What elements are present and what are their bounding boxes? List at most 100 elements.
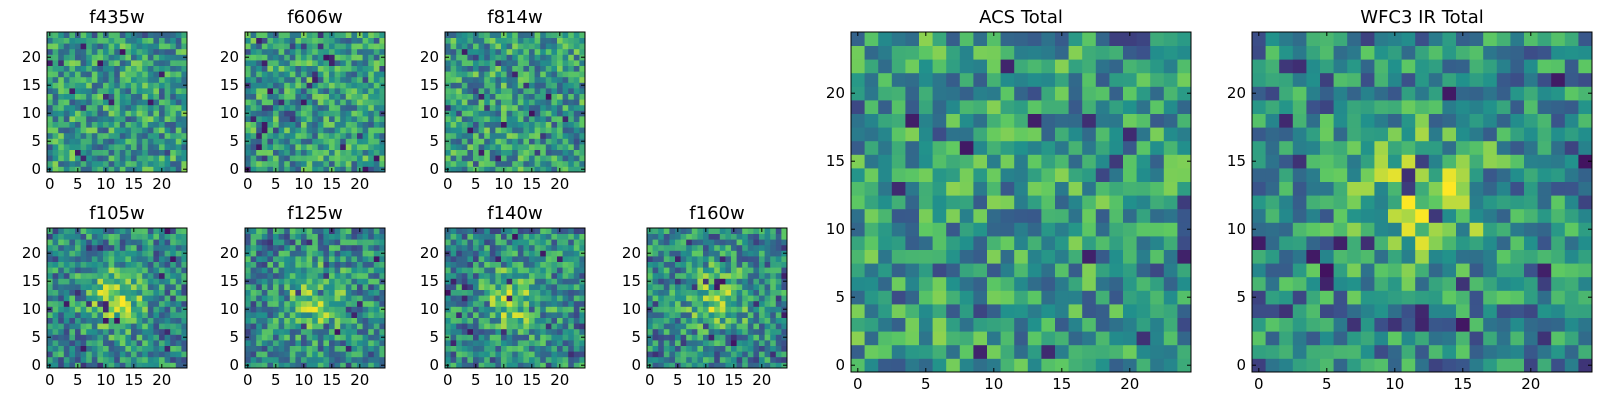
heatmap-cell bbox=[289, 300, 296, 307]
heatmap-cell bbox=[489, 340, 496, 346]
heatmap-cell bbox=[108, 306, 115, 313]
heatmap-cell bbox=[523, 37, 530, 44]
heatmap-cell bbox=[1014, 208, 1029, 223]
heatmap-cell bbox=[445, 160, 451, 167]
heatmap-cell bbox=[373, 116, 380, 122]
heatmap-cell bbox=[267, 132, 274, 139]
heatmap-cell bbox=[501, 99, 507, 106]
heatmap-cell bbox=[568, 261, 575, 268]
heatmap-cell bbox=[478, 300, 485, 307]
heatmap-cell bbox=[261, 155, 268, 162]
y-tick-label: 20 bbox=[220, 244, 239, 262]
heatmap-cell bbox=[864, 249, 879, 264]
heatmap-cell bbox=[312, 65, 319, 72]
heatmap-cell bbox=[1150, 304, 1165, 318]
x-tick-label: 5 bbox=[73, 175, 83, 193]
heatmap-cell bbox=[136, 37, 143, 44]
heatmap-cell bbox=[379, 127, 386, 134]
heatmap-cell bbox=[467, 88, 474, 94]
heatmap-cell bbox=[159, 132, 165, 139]
heatmap-cell bbox=[329, 149, 335, 156]
heatmap-cell bbox=[708, 261, 715, 268]
heatmap-cell bbox=[529, 37, 535, 44]
heatmap-cell bbox=[506, 356, 513, 363]
heatmap-cell bbox=[91, 48, 98, 55]
heatmap-cell bbox=[445, 312, 451, 318]
heatmap-cell bbox=[878, 263, 893, 278]
heatmap-cell bbox=[540, 244, 547, 251]
heatmap-cell bbox=[461, 317, 468, 324]
heatmap-cell bbox=[579, 43, 586, 50]
heatmap-cell bbox=[256, 345, 263, 352]
heatmap-cell bbox=[379, 356, 386, 363]
heatmap-cell bbox=[108, 37, 115, 44]
heatmap-cell bbox=[52, 116, 59, 122]
heatmap-cell bbox=[501, 267, 507, 274]
heatmap-cell bbox=[719, 345, 726, 352]
heatmap-cell bbox=[108, 228, 115, 234]
heatmap-cell bbox=[273, 155, 279, 162]
axes-frame bbox=[444, 31, 586, 173]
heatmap-cell bbox=[775, 267, 782, 274]
heatmap-cell bbox=[312, 37, 319, 44]
heatmap-cell bbox=[261, 312, 268, 318]
heatmap-cell bbox=[501, 317, 507, 324]
heatmap-cell bbox=[75, 138, 81, 145]
heatmap-cell bbox=[86, 340, 93, 346]
heatmap-cell bbox=[362, 306, 369, 313]
heatmap-cell bbox=[267, 155, 274, 162]
heatmap-cell bbox=[52, 65, 59, 72]
heatmap-cell bbox=[86, 54, 93, 61]
heatmap-cell bbox=[1095, 344, 1110, 359]
heatmap-cell bbox=[568, 250, 575, 257]
heatmap-cell bbox=[1055, 249, 1069, 264]
heatmap-cell bbox=[312, 132, 319, 139]
heatmap-cell bbox=[379, 104, 386, 111]
heatmap-cell bbox=[573, 93, 580, 100]
heatmap-cell bbox=[142, 93, 149, 100]
heatmap-cell bbox=[153, 37, 160, 44]
heatmap-cell bbox=[450, 155, 457, 162]
heatmap-cell bbox=[714, 300, 721, 307]
heatmap-cell bbox=[357, 65, 363, 72]
heatmap-cell bbox=[450, 272, 457, 279]
heatmap-cell bbox=[278, 356, 285, 363]
heatmap-cell bbox=[362, 144, 369, 150]
heatmap-cell bbox=[686, 351, 693, 358]
heatmap-cell bbox=[125, 88, 132, 94]
heatmap-cell bbox=[351, 256, 358, 262]
heatmap-cell bbox=[747, 295, 754, 302]
heatmap-cell bbox=[250, 149, 257, 156]
heatmap-cell bbox=[540, 116, 547, 122]
heatmap-cell bbox=[142, 362, 149, 369]
heatmap-cell bbox=[323, 54, 330, 61]
x-tick-label: 15 bbox=[724, 371, 743, 389]
heatmap-cell bbox=[461, 48, 468, 55]
heatmap-cell bbox=[759, 272, 765, 279]
heatmap-cell bbox=[153, 132, 160, 139]
heatmap-cell bbox=[317, 71, 324, 78]
heatmap-cell bbox=[445, 295, 451, 302]
heatmap-cell bbox=[267, 289, 274, 296]
heatmap-cell bbox=[484, 278, 491, 285]
heatmap-cell bbox=[484, 317, 491, 324]
heatmap-cell bbox=[562, 306, 569, 313]
heatmap-cell bbox=[267, 345, 274, 352]
heatmap-cell bbox=[697, 239, 704, 246]
heatmap-cell bbox=[691, 345, 698, 352]
heatmap-cell bbox=[170, 228, 177, 234]
heatmap-cell bbox=[159, 340, 165, 346]
heatmap-cell bbox=[91, 144, 98, 150]
heatmap-cell bbox=[562, 356, 569, 363]
heatmap-cell bbox=[119, 48, 126, 55]
heatmap-cell bbox=[450, 93, 457, 100]
heatmap-cell bbox=[557, 295, 563, 302]
heatmap-cell bbox=[256, 60, 263, 66]
heatmap-cell bbox=[80, 82, 87, 89]
heatmap-cell bbox=[334, 356, 341, 363]
heatmap-cell bbox=[323, 121, 330, 128]
heatmap-cell bbox=[80, 267, 87, 274]
heatmap-cell bbox=[523, 300, 530, 307]
heatmap-cell bbox=[175, 228, 182, 234]
heatmap-cell bbox=[58, 345, 65, 352]
